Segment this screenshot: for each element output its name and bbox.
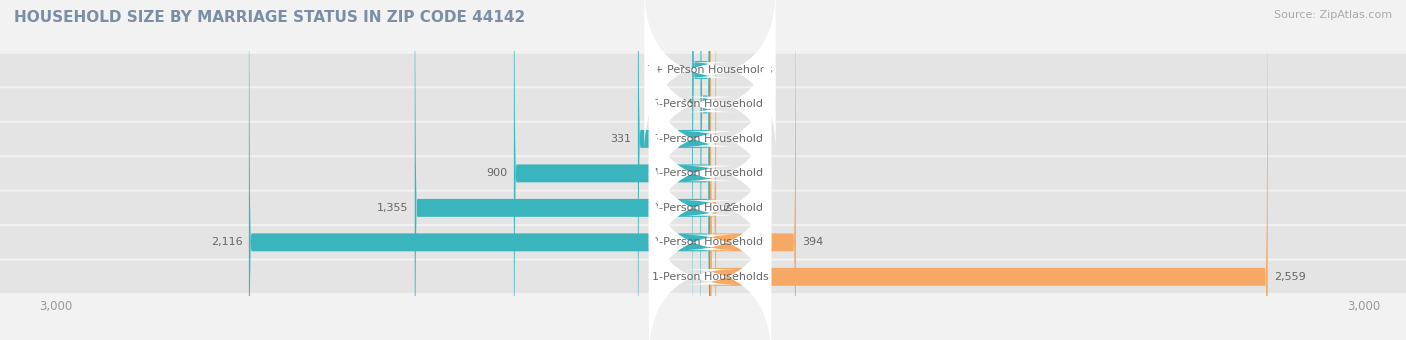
Text: 2,559: 2,559 bbox=[1274, 272, 1306, 282]
Text: 6-Person Households: 6-Person Households bbox=[651, 99, 769, 109]
FancyBboxPatch shape bbox=[710, 0, 716, 340]
FancyBboxPatch shape bbox=[710, 0, 1268, 340]
FancyBboxPatch shape bbox=[700, 0, 710, 340]
Text: 394: 394 bbox=[803, 237, 824, 248]
Legend: Family, Nonfamily: Family, Nonfamily bbox=[637, 338, 783, 340]
Text: 28: 28 bbox=[723, 203, 737, 213]
Text: 331: 331 bbox=[610, 134, 631, 144]
FancyBboxPatch shape bbox=[515, 0, 710, 340]
Text: 7+ Person Households: 7+ Person Households bbox=[647, 65, 773, 75]
FancyBboxPatch shape bbox=[710, 0, 796, 340]
Text: 4-Person Households: 4-Person Households bbox=[651, 168, 769, 179]
Text: 1-Person Households: 1-Person Households bbox=[651, 272, 769, 282]
Text: 82: 82 bbox=[672, 65, 686, 75]
Text: 2,116: 2,116 bbox=[211, 237, 242, 248]
FancyBboxPatch shape bbox=[692, 0, 710, 340]
Text: Source: ZipAtlas.com: Source: ZipAtlas.com bbox=[1274, 10, 1392, 20]
FancyBboxPatch shape bbox=[638, 0, 710, 340]
Text: 900: 900 bbox=[486, 168, 508, 179]
Text: HOUSEHOLD SIZE BY MARRIAGE STATUS IN ZIP CODE 44142: HOUSEHOLD SIZE BY MARRIAGE STATUS IN ZIP… bbox=[14, 10, 526, 25]
Text: 5-Person Households: 5-Person Households bbox=[651, 134, 769, 144]
Text: 2-Person Households: 2-Person Households bbox=[651, 237, 769, 248]
FancyBboxPatch shape bbox=[249, 0, 710, 340]
Text: 1,355: 1,355 bbox=[377, 203, 408, 213]
Text: 44: 44 bbox=[679, 99, 695, 109]
Text: 3-Person Households: 3-Person Households bbox=[651, 203, 769, 213]
FancyBboxPatch shape bbox=[415, 0, 710, 340]
